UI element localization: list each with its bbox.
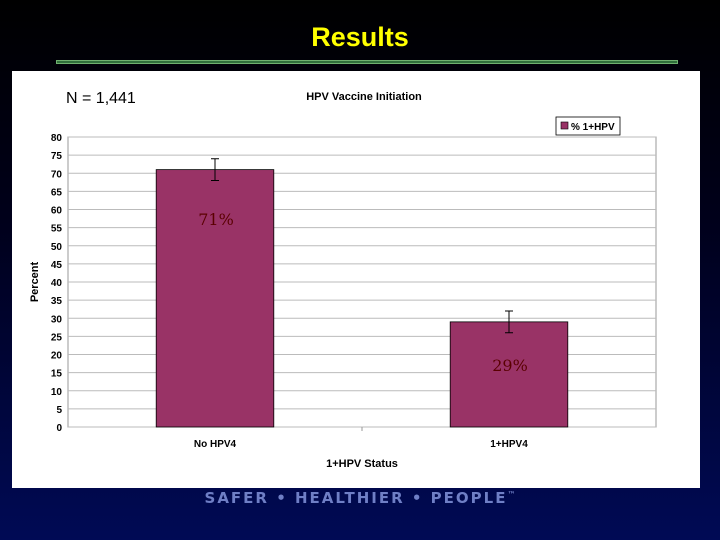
legend-box [555, 116, 621, 136]
footer-tagline: SAFER • HEALTHIER • PEOPLE™ [0, 489, 720, 507]
y-tick-label: 35 [51, 296, 63, 307]
y-tick-label: 30 [51, 314, 63, 325]
x-tick-label: No HPV4 [194, 439, 237, 450]
y-tick-label: 10 [51, 387, 63, 398]
footer-text: SAFER • HEALTHIER • PEOPLE [204, 489, 508, 507]
y-tick-label: 45 [51, 260, 63, 271]
trademark-mark: ™ [507, 490, 516, 499]
y-tick-label: 80 [51, 133, 63, 144]
sample-size-label: N = 1,441 [66, 90, 136, 107]
legend-swatch [560, 121, 569, 130]
y-tick-labels: 0 5 10 15 20 25 30 35 40 45 50 55 60 65 70 75 80 [51, 133, 63, 434]
slide-title: Results [311, 22, 409, 52]
y-tick-label: 60 [51, 206, 63, 217]
y-tick-label: 65 [51, 187, 63, 198]
x-axis-label: 1+HPV Status [326, 458, 398, 470]
bars [155, 169, 569, 428]
error-bars [211, 158, 513, 334]
y-tick-label: 75 [51, 151, 63, 162]
legend: % 1+HPV [555, 116, 621, 136]
x-tick-labels: No HPV4 1+HPV4 [194, 427, 528, 450]
y-tick-label: 5 [56, 405, 62, 416]
y-tick-label: 50 [51, 242, 63, 253]
bar-1-hpv4 [449, 321, 569, 428]
annotation-1plus-hpv4: 29% [492, 356, 528, 375]
bar-no-hpv4 [155, 169, 275, 428]
x-tick-label: 1+HPV4 [490, 439, 528, 450]
y-tick-label: 40 [51, 278, 63, 289]
y-tick-label: 20 [51, 351, 63, 362]
y-tick-label: 70 [51, 169, 63, 180]
y-tick-label: 55 [51, 224, 63, 235]
y-tick-label: 25 [51, 332, 63, 343]
chart-title: HPV Vaccine Initiation [306, 91, 422, 103]
annotation-no-hpv4: 71% [198, 210, 234, 229]
y-axis-label: Percent [29, 261, 41, 302]
legend-label: % 1+HPV [571, 122, 615, 133]
title-underline [56, 60, 678, 64]
y-tick-label: 15 [51, 369, 63, 380]
y-tick-label: 0 [56, 423, 62, 434]
